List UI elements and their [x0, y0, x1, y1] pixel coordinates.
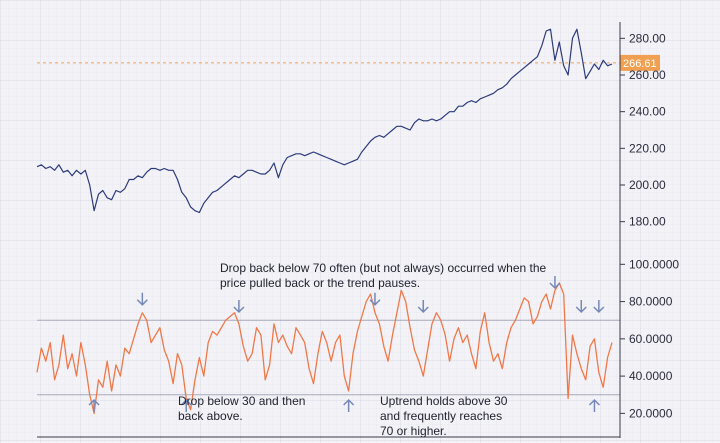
rsi-tick-label: 40.0000: [629, 369, 673, 383]
rsi-tick-label: 80.0000: [629, 295, 673, 309]
current-price-label: 266.61: [623, 58, 657, 70]
rsi-tick-label: 60.0000: [629, 332, 673, 346]
arrow-down-icon: [549, 276, 561, 290]
annotation-line: 70 or higher.: [380, 424, 447, 438]
annotation-note: Drop back below 70 often (but not always…: [220, 261, 547, 290]
annotation-line: Uptrend holds above 30: [380, 394, 508, 408]
price-series-line: [36, 28, 613, 214]
current-price-tag-bg: [620, 54, 660, 71]
price-tick-label: 280.00: [629, 31, 666, 45]
arrow-up-icon: [88, 398, 100, 412]
rsi-panel: [36, 276, 620, 415]
arrow-down-icon: [369, 292, 381, 306]
price-tick-label: 220.00: [629, 141, 666, 155]
arrow-down-icon: [417, 300, 429, 314]
annotation-line: back above.: [178, 409, 243, 423]
arrow-down-icon: [233, 300, 245, 314]
arrow-up-icon: [343, 398, 355, 412]
arrow-up-icon: [180, 398, 192, 412]
arrow-up-icon: [588, 398, 600, 412]
price-tick-label: 260.00: [629, 68, 666, 82]
annotation-line: Drop back below 70 often (but not always…: [220, 261, 547, 275]
annotation-line: price pulled back or the trend pauses.: [220, 276, 420, 290]
annotation-line: Drop below 30 and then: [178, 394, 305, 408]
axes: 180.00 200.00 220.00 240.00 260.00 280.00 20.0…: [37, 22, 679, 438]
current-price-tag: 266.61: [620, 54, 660, 71]
price-tick-label: 180.00: [629, 215, 666, 229]
arrow-down-icon: [136, 292, 148, 306]
rsi-series-line: [36, 282, 613, 415]
annotation-line: and frequently reaches: [380, 409, 502, 423]
annotations: Drop back below 70 often (but not always…: [178, 261, 547, 438]
rsi-tick-label: 20.0000: [629, 406, 673, 420]
arrow-down-icon: [593, 300, 605, 314]
rsi-tick-label: 100.0000: [629, 257, 679, 271]
price-panel: 266.61: [36, 28, 660, 214]
arrow-down-icon: [575, 300, 587, 314]
price-tick-label: 200.00: [629, 178, 666, 192]
price-tick-label: 240.00: [629, 105, 666, 119]
